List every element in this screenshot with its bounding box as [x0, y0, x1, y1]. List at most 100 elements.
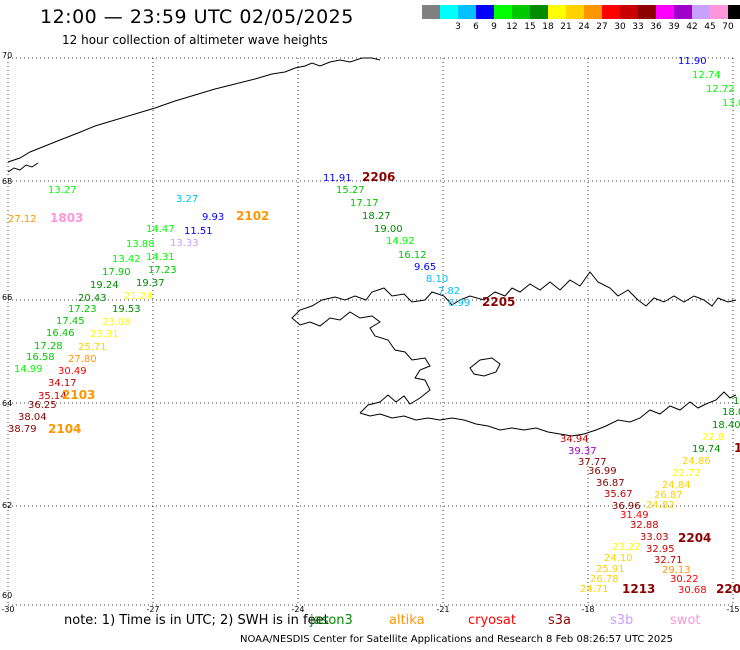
- pass-labels: 2206 1803 2102 2205 2103 2104 2204 1213 220 1: [48, 170, 740, 596]
- wave-height-reading: 24.86: [682, 456, 711, 467]
- wave-height-reading: 36.25: [28, 400, 57, 411]
- wave-height-reading: 9.93: [202, 212, 224, 223]
- wave-height-reading: 19.24: [90, 280, 119, 291]
- wave-height-reading: 27.80: [68, 354, 97, 365]
- legend-swatch: [422, 5, 440, 19]
- wave-height-reading: 19.74: [692, 444, 721, 455]
- lon-tick-label: -30: [1, 605, 14, 614]
- pass-time-label: 1: [734, 441, 740, 455]
- iceland-inland-shape: [469, 357, 501, 377]
- legend-swatch: [548, 5, 566, 19]
- lat-tick-label: 68: [2, 177, 12, 186]
- wave-height-reading: 22.72: [672, 468, 701, 479]
- satellite-name: s3b: [610, 613, 634, 628]
- wave-height-reading: 12.72: [706, 84, 735, 95]
- wave-height-reading: 18.40: [712, 420, 740, 431]
- wave-height-reading: 24.84: [662, 480, 691, 491]
- lat-tick-label: 64: [2, 399, 12, 408]
- wave-height-reading: 33.03: [640, 532, 669, 543]
- wave-height-reading: 32.95: [646, 544, 675, 555]
- satellite-name: swot: [670, 613, 701, 628]
- pass-time-label: 2102: [236, 209, 269, 223]
- wave-height-reading: 19.00: [374, 224, 403, 235]
- pass-time-label: 2204: [678, 531, 711, 545]
- wave-height-reading: 17.45: [56, 316, 85, 327]
- wave-height-reading: 36.87: [596, 478, 625, 489]
- wave-height-reading: 26.87: [654, 490, 683, 501]
- wave-height-reading: 13.0: [722, 98, 740, 109]
- wave-height-reading: 19.37: [136, 278, 165, 289]
- legend-label: 15: [524, 22, 536, 32]
- legend-swatch: [566, 5, 584, 19]
- legend-swatch: [530, 5, 548, 19]
- wave-height-reading: 7.82: [438, 286, 460, 297]
- satellite-name: s3a: [548, 613, 572, 628]
- wave-height-reading: 23.08: [102, 317, 131, 328]
- wave-height-reading: 14.31: [146, 252, 175, 263]
- wave-height-reading: 16.46: [46, 328, 75, 339]
- wave-height-reading: 13.88: [126, 239, 155, 250]
- wave-height-reading: 13.42: [112, 254, 141, 265]
- wave-height-reading: 13.27: [48, 185, 77, 196]
- iceland-coastline: [291, 271, 737, 437]
- wave-height-reading: 25.71: [78, 342, 107, 353]
- greenland-coastline: [7, 57, 381, 173]
- pass-time-label: 1803: [50, 211, 83, 225]
- wave-height-reading: 37.77: [578, 457, 607, 468]
- wave-height-reading: 25.91: [596, 564, 625, 575]
- wave-height-reading: 23.31: [90, 329, 119, 340]
- wave-height-reading: 8.10: [426, 274, 448, 285]
- wave-height-reading: 13.33: [170, 238, 199, 249]
- legend-label: 45: [704, 22, 716, 32]
- wave-height-reading: 21.24: [124, 291, 153, 302]
- wave-height-reading: 24.71: [580, 584, 609, 595]
- legend-swatch: [710, 5, 728, 19]
- legend-label: 30: [614, 22, 626, 32]
- wave-height-reading: 12.74: [692, 70, 721, 81]
- legend-swatch: [692, 5, 710, 19]
- pass-time-label: 1213: [622, 582, 655, 596]
- wave-height-reading: 14.99: [14, 364, 43, 375]
- wave-height-reading: 36.96: [612, 501, 641, 512]
- wave-height-reading: 17.17: [350, 198, 379, 209]
- satellite-name: cryosat: [468, 613, 516, 628]
- lon-tick-label: -18: [581, 605, 594, 614]
- wave-height-reading: 35.14: [38, 391, 67, 402]
- wave-height-reading: 19.53: [112, 304, 141, 315]
- wave-height-reading: 17.90: [102, 267, 131, 278]
- footer-credit: NOAA/NESDIS Center for Satellite Applica…: [240, 634, 673, 645]
- wave-height-reading: 32.88: [630, 520, 659, 531]
- lat-tick-label: 60: [2, 591, 12, 600]
- wave-height-reading: 11.51: [184, 226, 213, 237]
- wave-height-reading: 17.28: [34, 341, 63, 352]
- wave-height-reading: 38.79: [8, 424, 37, 435]
- lon-tick-label: -27: [146, 605, 159, 614]
- legend-swatch: [638, 5, 656, 19]
- wave-height-reading: 24.10: [604, 553, 633, 564]
- lon-tick-label: -15: [726, 605, 739, 614]
- legend-swatch: [656, 5, 674, 19]
- wave-height-reading: 14.47: [146, 224, 175, 235]
- wave-height-reading: 18: [733, 396, 740, 407]
- lon-tick-label: -21: [436, 605, 449, 614]
- wave-height-reading: 9.65: [414, 262, 436, 273]
- legend-swatch: [584, 5, 602, 19]
- pass-time-label: 220: [716, 582, 740, 596]
- wave-height-reading: 27.12: [8, 214, 37, 225]
- legend-swatch: [512, 5, 530, 19]
- legend-swatch: [476, 5, 494, 19]
- wave-height-reading: 22.8: [702, 432, 724, 443]
- wave-height-reading: 29.13: [662, 565, 691, 576]
- legend-swatch: [620, 5, 638, 19]
- lat-tick-label: 66: [2, 293, 12, 302]
- pass-time-label: 2103: [62, 388, 95, 402]
- wave-height-reading: 34.17: [48, 378, 77, 389]
- legend-label: 18: [542, 22, 554, 32]
- legend-label: 27: [596, 22, 608, 32]
- pass-time-label: 2104: [48, 422, 81, 436]
- legend-swatch: [458, 5, 476, 19]
- axis-labels: -30 -27 -24 -21 -18 -15 70 68 66 64 62 60: [1, 51, 739, 614]
- legend-swatch: [440, 5, 458, 19]
